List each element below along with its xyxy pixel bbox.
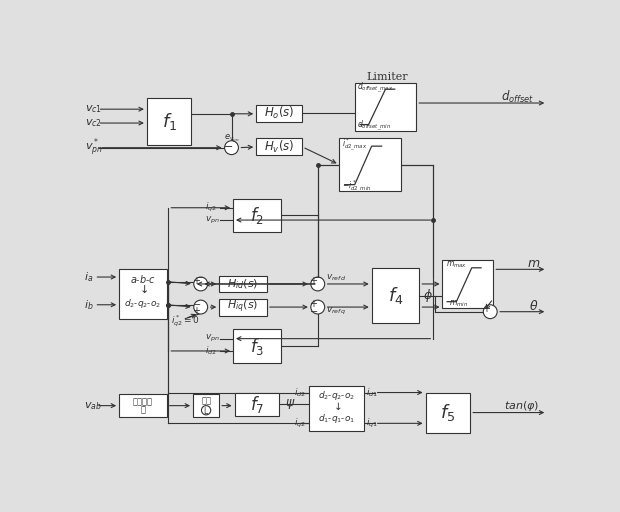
Text: $-$: $-$ [309,306,319,315]
Text: $m_{max}$: $m_{max}$ [446,260,467,270]
Text: 器: 器 [141,406,146,414]
Circle shape [311,277,325,291]
Bar [119,394,167,417]
Text: $i_{q2}$: $i_{q2}$ [294,417,306,430]
Text: $+$: $+$ [192,275,202,286]
Text: $+$: $+$ [309,298,319,309]
Text: $\theta$: $\theta$ [529,298,538,312]
Text: $-$: $-$ [192,300,202,309]
Text: $+$: $+$ [482,303,491,314]
Bar [234,393,279,416]
Text: $f_1$: $f_1$ [162,111,177,132]
Bar [339,138,401,191]
Text: $e_{v_{pn}}$: $e_{v_{pn}}$ [224,133,239,145]
Text: $-$: $-$ [223,140,232,151]
Text: $i_{q2}$: $i_{q2}$ [205,201,216,215]
Text: $i_{q2}^*=0$: $i_{q2}^*=0$ [171,313,200,329]
Text: $v_{c1}$: $v_{c1}$ [85,103,102,115]
Text: $i_{d1}$: $i_{d1}$ [366,386,378,399]
Text: $v_{refq}$: $v_{refq}$ [326,306,346,317]
Circle shape [202,406,211,415]
Bar [443,260,494,308]
Text: $H_{id}(s)$: $H_{id}(s)$ [228,277,259,291]
Text: $i_{d2}$: $i_{d2}$ [205,345,216,357]
Text: $-i^*_{d2\_min}$: $-i^*_{d2\_min}$ [342,178,371,195]
Text: $v_{ab}$: $v_{ab}$ [84,400,102,412]
Text: $\psi$: $\psi$ [285,397,295,411]
Text: $a$-$b$-$c$: $a$-$b$-$c$ [130,272,156,285]
Text: $f_4$: $f_4$ [388,285,404,306]
Text: $\downarrow$: $\downarrow$ [331,401,342,412]
Text: $\phi$: $\phi$ [423,287,433,304]
Bar [425,393,470,433]
Circle shape [484,305,497,318]
Text: $f_3$: $f_3$ [250,336,264,357]
Text: $i_b$: $i_b$ [84,298,93,312]
Text: $f_2$: $f_2$ [250,205,264,226]
Bar [193,394,219,417]
Text: $\mathsf{L}$: $\mathsf{L}$ [203,405,209,416]
Bar [147,98,192,144]
Text: $m_{min}$: $m_{min}$ [449,298,468,309]
Text: Limiter: Limiter [366,72,408,82]
Text: $d_{offset}$: $d_{offset}$ [502,89,534,105]
Circle shape [194,277,208,291]
Text: $-$: $-$ [313,272,322,281]
Text: $-$: $-$ [196,272,205,281]
Text: $+$: $+$ [192,305,202,316]
Bar [219,275,267,292]
Text: $H_o(s)$: $H_o(s)$ [264,105,294,121]
Text: 复位: 复位 [201,397,211,405]
Bar [219,298,267,315]
Bar [256,104,303,121]
Text: $tan(\varphi)$: $tan(\varphi)$ [504,399,539,413]
Bar [119,269,167,319]
Text: $f_5$: $f_5$ [440,402,456,423]
Text: $d_2$-$q_2$-$o_2$: $d_2$-$q_2$-$o_2$ [318,389,355,402]
Text: $i_{q1}$: $i_{q1}$ [366,417,378,430]
Bar [309,387,364,431]
Text: $+$: $+$ [309,275,319,286]
Bar [233,199,281,232]
Text: $m$: $m$ [526,257,540,270]
Bar [371,268,419,323]
Text: 过零检测: 过零检测 [133,398,153,407]
Bar [233,329,281,364]
Circle shape [311,300,325,314]
Text: $\downarrow$: $\downarrow$ [138,283,149,295]
Bar [355,83,416,131]
Text: $i_{d2}$: $i_{d2}$ [294,386,306,399]
Text: $v_{pn}$: $v_{pn}$ [205,333,219,344]
Text: $i^*_{d2\_max}$: $i^*_{d2\_max}$ [342,136,367,153]
Text: $d_2$-$q_2$-$o_2$: $d_2$-$q_2$-$o_2$ [125,297,161,310]
Bar [256,138,303,155]
Text: $H_{iq}(s)$: $H_{iq}(s)$ [228,299,259,315]
Text: $i_a$: $i_a$ [84,270,93,284]
Text: $v_{pn}$: $v_{pn}$ [205,215,219,226]
Text: $d_{offset\_min}$: $d_{offset\_min}$ [357,119,391,133]
Circle shape [224,141,239,155]
Text: $H_v(s)$: $H_v(s)$ [264,139,294,155]
Text: $v_{refd}$: $v_{refd}$ [326,272,347,283]
Text: $v_{c2}$: $v_{c2}$ [85,117,102,129]
Text: $v_{pn}^*$: $v_{pn}^*$ [85,137,103,159]
Text: $d_{offset\_max}$: $d_{offset\_max}$ [357,80,394,95]
Circle shape [194,300,208,314]
Text: $d_1$-$q_1$-$o_1$: $d_1$-$q_1$-$o_1$ [317,412,355,425]
Text: $f_7$: $f_7$ [250,394,264,415]
